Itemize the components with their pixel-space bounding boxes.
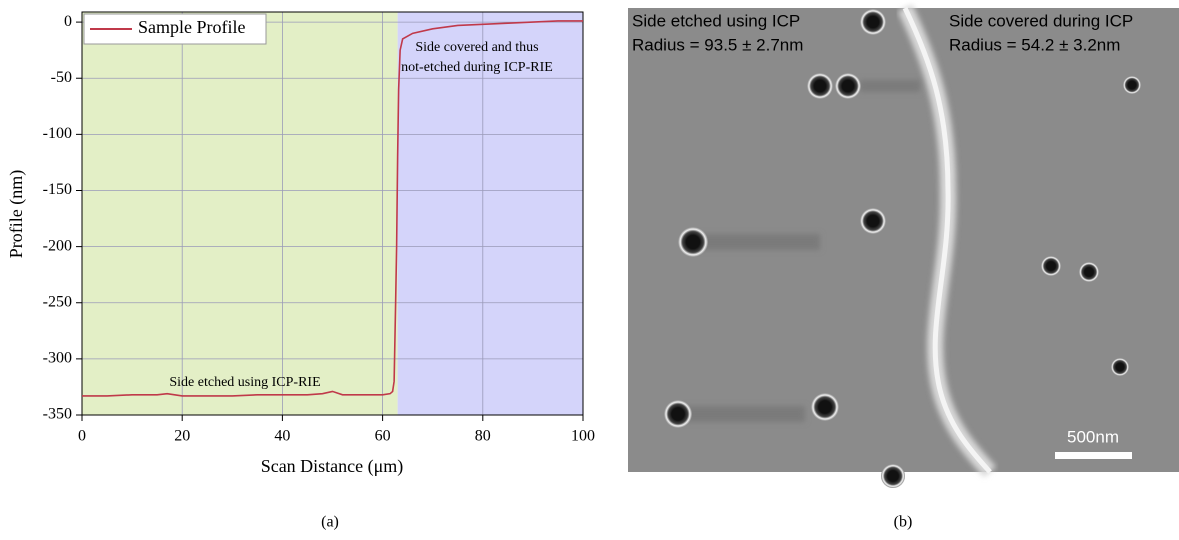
x-tick-label: 80 <box>475 428 491 445</box>
x-tick-label: 0 <box>78 428 86 445</box>
caption: (a) <box>321 514 339 531</box>
y-axis-label: Profile (nm) <box>6 170 27 258</box>
x-tick-label: 100 <box>571 428 595 445</box>
x-tick-label: 20 <box>174 428 190 445</box>
annotation: not-etched during ICP-RIE <box>401 60 553 75</box>
y-tick-label: -50 <box>51 69 72 86</box>
y-tick-label: -250 <box>43 293 72 310</box>
right-radius: Radius = 54.2 ± 3.2nm <box>949 35 1120 54</box>
shaded-region <box>397 12 583 415</box>
y-tick-label: -200 <box>43 237 72 254</box>
y-tick-label: -350 <box>43 406 72 423</box>
y-tick-label: 0 <box>64 13 72 30</box>
x-tick-label: 40 <box>274 428 290 445</box>
ridge-edge <box>902 6 992 474</box>
shaded-region <box>82 12 398 415</box>
data-line <box>82 20 583 397</box>
y-tick-label: -300 <box>43 350 72 367</box>
plot-frame <box>81 11 584 416</box>
annotation: Side covered and thus <box>415 40 538 55</box>
left-title: Side etched using ICP <box>632 11 800 30</box>
left-radius: Radius = 93.5 ± 2.7nm <box>632 35 803 54</box>
right-title: Side covered during ICP <box>949 11 1133 30</box>
caption: (b) <box>894 514 913 531</box>
y-tick-label: -100 <box>43 125 72 142</box>
x-tick-label: 60 <box>375 428 391 445</box>
scale-bar <box>1055 452 1132 459</box>
annotation: Side etched using ICP-RIE <box>169 375 320 390</box>
x-axis-label: Scan Distance (μm) <box>261 456 404 477</box>
sem-image: Side etched using ICP Radius = 93.5 ± 2.… <box>628 4 1179 488</box>
legend-label: Sample Profile <box>138 17 245 37</box>
y-tick-label: -150 <box>43 181 72 198</box>
holes <box>664 9 1141 488</box>
scale-bar-label: 500nm <box>1067 427 1119 446</box>
shadows <box>685 80 920 422</box>
